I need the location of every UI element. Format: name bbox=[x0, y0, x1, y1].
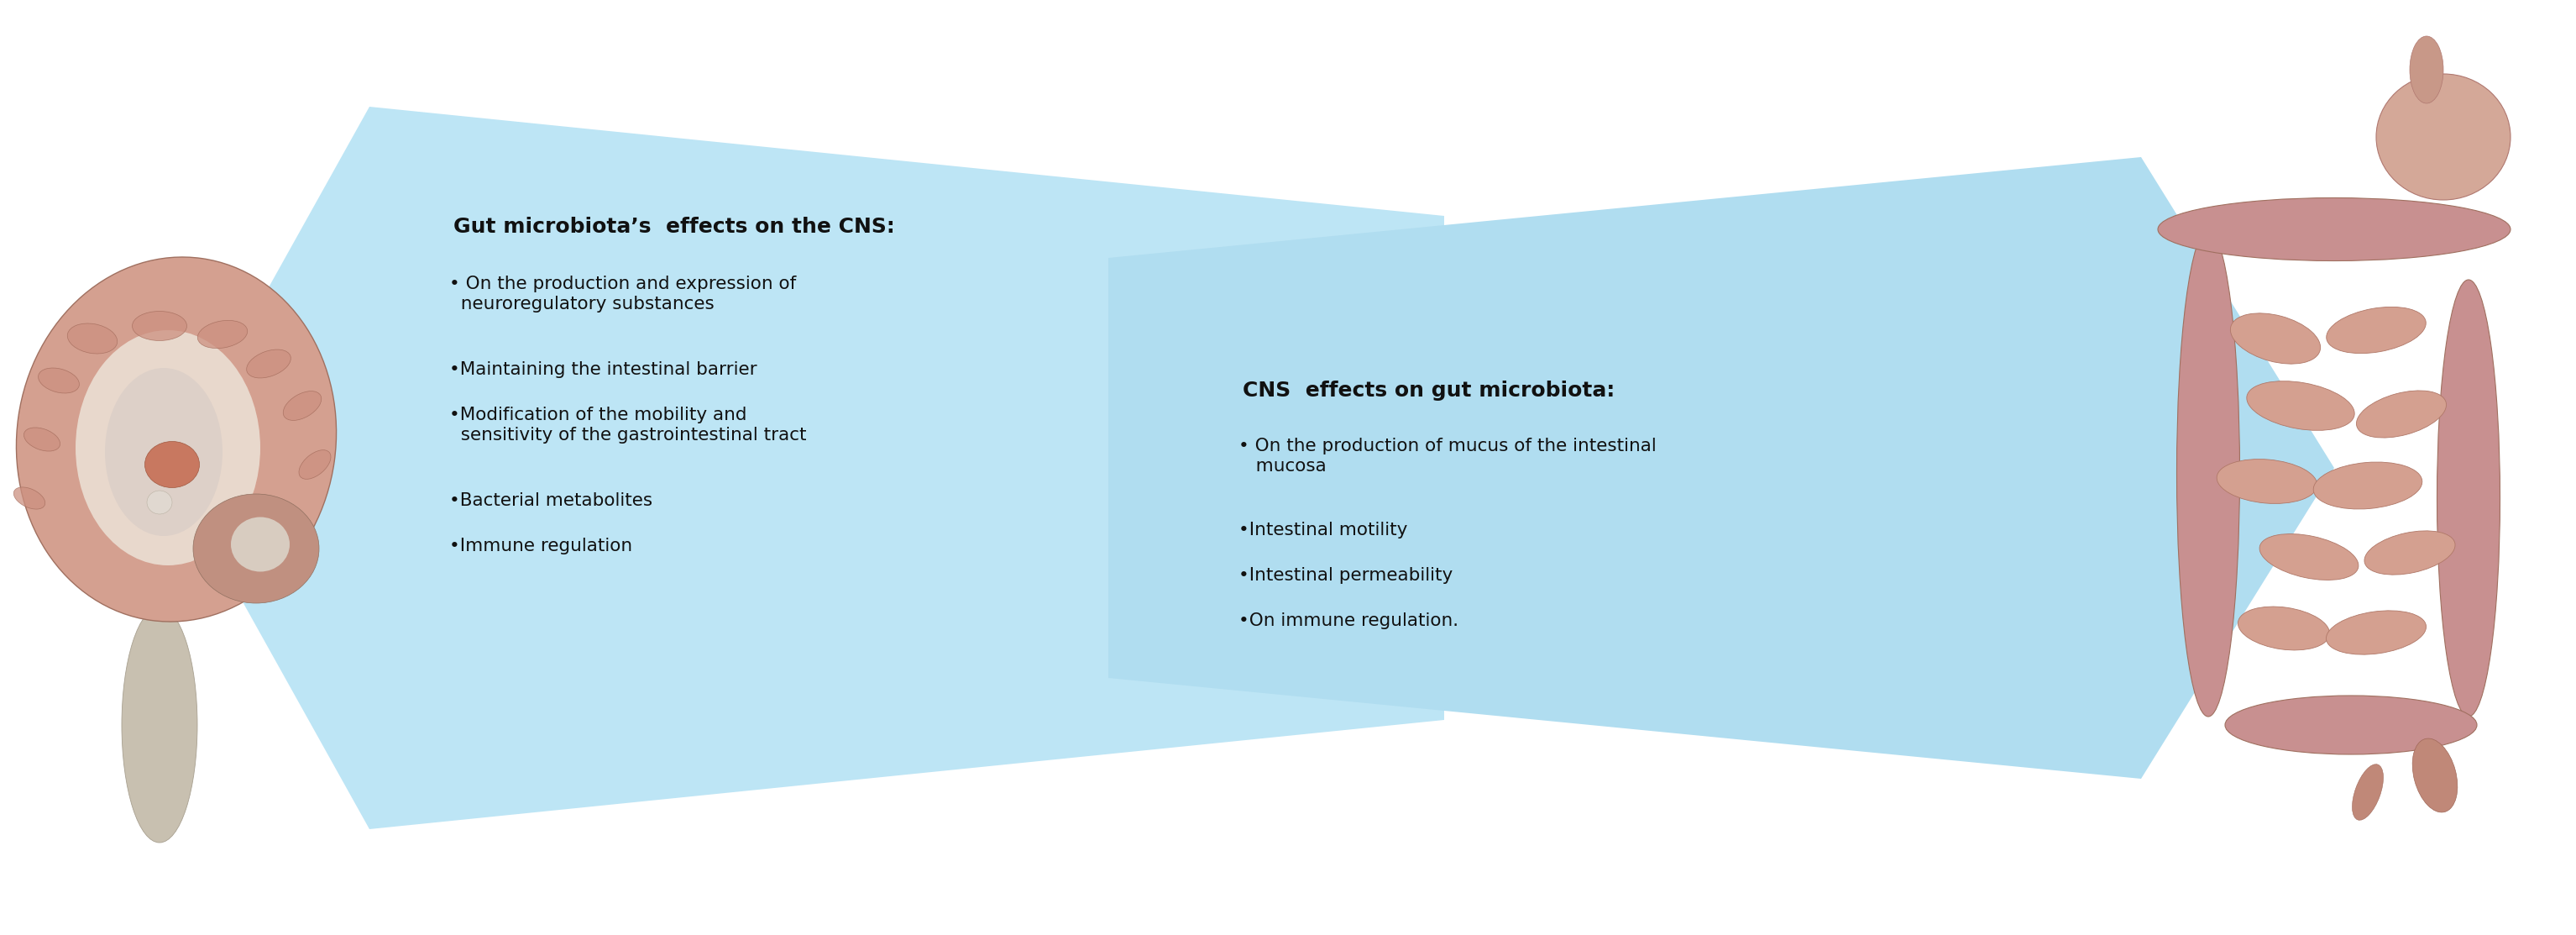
Ellipse shape bbox=[2326, 611, 2427, 654]
Ellipse shape bbox=[2159, 198, 2512, 261]
Ellipse shape bbox=[2313, 462, 2421, 509]
Ellipse shape bbox=[15, 257, 337, 622]
Ellipse shape bbox=[299, 450, 330, 479]
Ellipse shape bbox=[2414, 739, 2458, 813]
Text: • On the production and expression of
  neuroregulatory substances: • On the production and expression of ne… bbox=[448, 276, 796, 312]
Ellipse shape bbox=[121, 608, 198, 842]
Ellipse shape bbox=[2218, 459, 2318, 504]
Ellipse shape bbox=[75, 330, 260, 566]
Text: • On the production of mucus of the intestinal
   mucosa: • On the production of mucus of the inte… bbox=[1239, 438, 1656, 475]
Ellipse shape bbox=[106, 368, 222, 536]
Text: •Immune regulation: •Immune regulation bbox=[448, 538, 631, 554]
Text: •Intestinal motility: •Intestinal motility bbox=[1239, 522, 1406, 539]
Ellipse shape bbox=[247, 350, 291, 378]
Ellipse shape bbox=[2239, 607, 2329, 650]
Text: CNS  effects on gut microbiota:: CNS effects on gut microbiota: bbox=[1242, 381, 1615, 401]
Ellipse shape bbox=[2177, 229, 2239, 716]
Ellipse shape bbox=[2226, 696, 2478, 755]
Text: Gut microbiota’s  effects on the CNS:: Gut microbiota’s effects on the CNS: bbox=[453, 217, 894, 237]
Ellipse shape bbox=[23, 427, 59, 452]
Ellipse shape bbox=[147, 491, 173, 514]
Text: •Modification of the mobility and
  sensitivity of the gastrointestinal tract: •Modification of the mobility and sensit… bbox=[448, 407, 806, 443]
Ellipse shape bbox=[2246, 381, 2354, 430]
Ellipse shape bbox=[2375, 74, 2512, 200]
Ellipse shape bbox=[2326, 307, 2427, 353]
Ellipse shape bbox=[232, 517, 289, 571]
Text: •On immune regulation.: •On immune regulation. bbox=[1239, 612, 1458, 629]
Ellipse shape bbox=[2352, 764, 2383, 820]
Polygon shape bbox=[1108, 157, 2334, 779]
Ellipse shape bbox=[2437, 280, 2501, 716]
Ellipse shape bbox=[2231, 313, 2321, 364]
Ellipse shape bbox=[131, 311, 188, 340]
Text: •Maintaining the intestinal barrier: •Maintaining the intestinal barrier bbox=[448, 361, 757, 378]
Ellipse shape bbox=[2365, 531, 2455, 575]
Ellipse shape bbox=[2409, 36, 2445, 104]
Ellipse shape bbox=[2357, 391, 2447, 438]
Ellipse shape bbox=[283, 391, 322, 421]
Text: •Intestinal permeability: •Intestinal permeability bbox=[1239, 567, 1453, 583]
Ellipse shape bbox=[13, 487, 46, 510]
Ellipse shape bbox=[67, 324, 118, 353]
Polygon shape bbox=[167, 107, 1445, 829]
Ellipse shape bbox=[198, 321, 247, 349]
Ellipse shape bbox=[39, 368, 80, 393]
Text: •Bacterial metabolites: •Bacterial metabolites bbox=[448, 493, 652, 509]
Ellipse shape bbox=[2259, 534, 2360, 580]
Ellipse shape bbox=[193, 494, 319, 603]
Ellipse shape bbox=[144, 441, 198, 488]
